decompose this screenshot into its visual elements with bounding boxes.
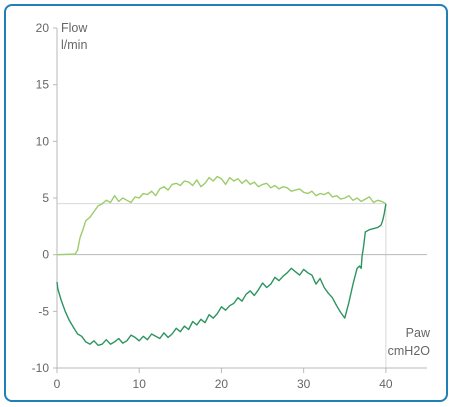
y-tick-label: 15 xyxy=(36,78,50,92)
inspiration-series-line xyxy=(56,175,387,256)
x-axis-label-quantity: Paw xyxy=(406,326,431,340)
x-tick-label: 0 xyxy=(54,377,61,391)
reference-lines xyxy=(57,203,387,368)
y-axis-ticks: -10 -5 0 5 10 15 20 xyxy=(32,21,57,375)
y-tick-label: -10 xyxy=(32,361,50,375)
y-axis-label-unit: l/min xyxy=(61,38,87,52)
x-axis-label-unit: cmH2O xyxy=(388,344,431,358)
x-tick-label: 30 xyxy=(297,377,311,391)
x-tick-label: 40 xyxy=(379,377,393,391)
y-tick-label: 0 xyxy=(42,248,49,262)
y-axis-label-quantity: Flow xyxy=(61,21,88,35)
expiration-series-line xyxy=(56,203,387,346)
y-tick-label: 5 xyxy=(42,191,49,205)
x-tick-label: 20 xyxy=(215,377,229,391)
y-tick-label: 10 xyxy=(36,134,50,148)
y-tick-label: 20 xyxy=(36,21,50,35)
x-axis-ticks: 0 10 20 30 40 xyxy=(54,368,393,391)
series-layer xyxy=(56,175,387,346)
y-tick-label: -5 xyxy=(38,304,49,318)
x-tick-label: 10 xyxy=(133,377,147,391)
